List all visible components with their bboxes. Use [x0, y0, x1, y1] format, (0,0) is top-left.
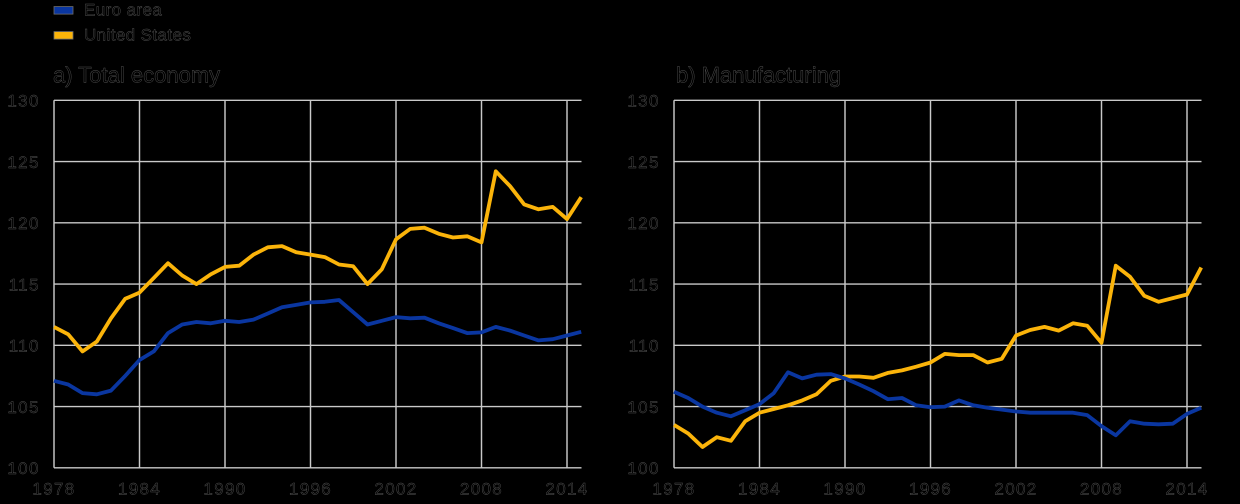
svg-text:1996: 1996	[289, 480, 332, 499]
svg-text:2002: 2002	[994, 480, 1037, 499]
svg-text:120: 120	[7, 214, 39, 233]
svg-text:1990: 1990	[823, 480, 866, 499]
svg-text:115: 115	[9, 275, 40, 294]
svg-text:1978: 1978	[32, 480, 75, 499]
svg-text:130: 130	[627, 92, 659, 111]
svg-text:Euro area: Euro area	[84, 1, 162, 20]
svg-text:130: 130	[7, 92, 39, 111]
svg-text:1990: 1990	[203, 480, 246, 499]
svg-text:b) Manufacturing: b) Manufacturing	[676, 62, 841, 87]
svg-text:2008: 2008	[460, 480, 503, 499]
svg-text:a) Total economy: a) Total economy	[53, 62, 220, 87]
svg-text:125: 125	[627, 153, 659, 172]
svg-text:1984: 1984	[118, 480, 161, 499]
svg-text:105: 105	[7, 398, 39, 417]
svg-text:2008: 2008	[1080, 480, 1123, 499]
svg-text:110: 110	[9, 337, 40, 356]
svg-text:110: 110	[629, 337, 660, 356]
svg-text:100: 100	[627, 459, 659, 478]
svg-text:115: 115	[629, 275, 660, 294]
svg-text:125: 125	[7, 153, 39, 172]
svg-text:1978: 1978	[652, 480, 695, 499]
svg-text:105: 105	[627, 398, 659, 417]
svg-text:120: 120	[627, 214, 659, 233]
svg-text:2014: 2014	[545, 480, 588, 499]
svg-text:2014: 2014	[1165, 480, 1208, 499]
svg-text:United States: United States	[84, 26, 191, 45]
svg-text:1984: 1984	[738, 480, 781, 499]
svg-text:1996: 1996	[909, 480, 952, 499]
svg-text:100: 100	[7, 459, 39, 478]
svg-text:2002: 2002	[374, 480, 417, 499]
